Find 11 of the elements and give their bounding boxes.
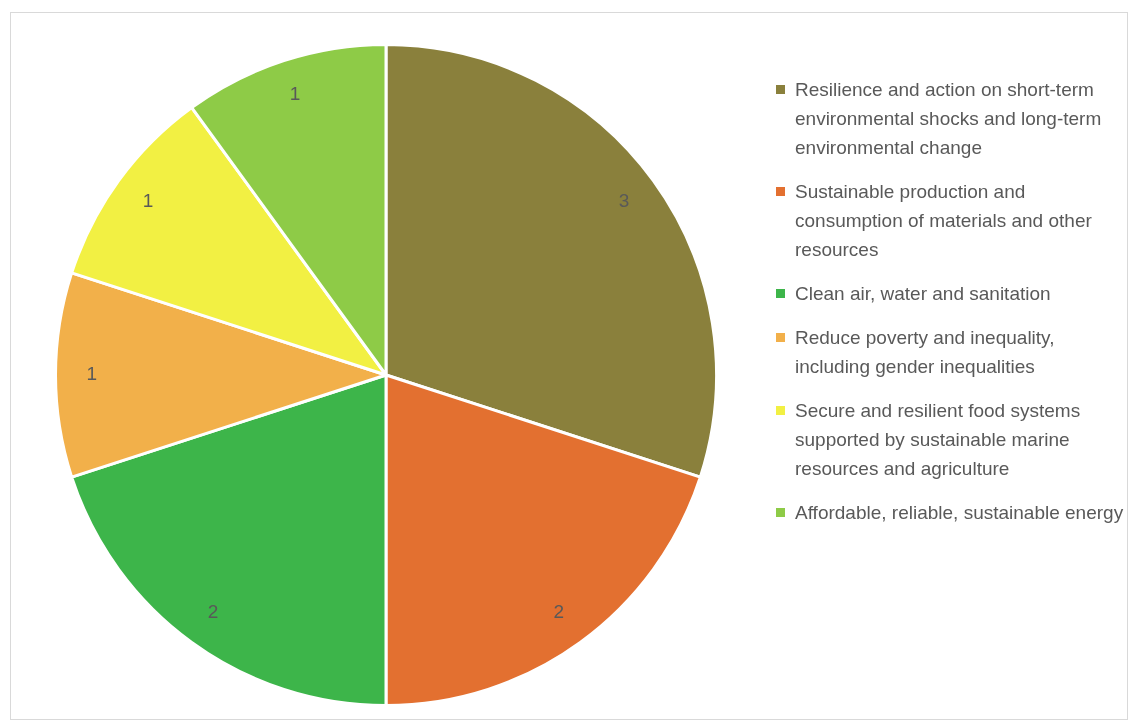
legend-label: Reduce poverty and inequality, including gender inequalities xyxy=(795,326,1056,379)
data-label: 2 xyxy=(553,601,565,623)
data-label: 1 xyxy=(142,190,154,212)
legend-label: Affordable, reliable, sustainable energy xyxy=(795,501,1124,525)
legend-label: Clean air, water and sanitation xyxy=(795,282,1051,306)
data-label: 1 xyxy=(289,83,301,105)
legend-label: Sustainable production and consumption of materials and other resources xyxy=(795,180,1093,262)
legend-label: Resilience and action on short-term environmental shocks and long-term environmental change xyxy=(795,78,1103,160)
data-label: 2 xyxy=(207,601,219,623)
data-label: 1 xyxy=(86,363,98,385)
legend-label: Secure and resilient food systems supported by sustainable marine resources and agriculture xyxy=(795,399,1082,481)
